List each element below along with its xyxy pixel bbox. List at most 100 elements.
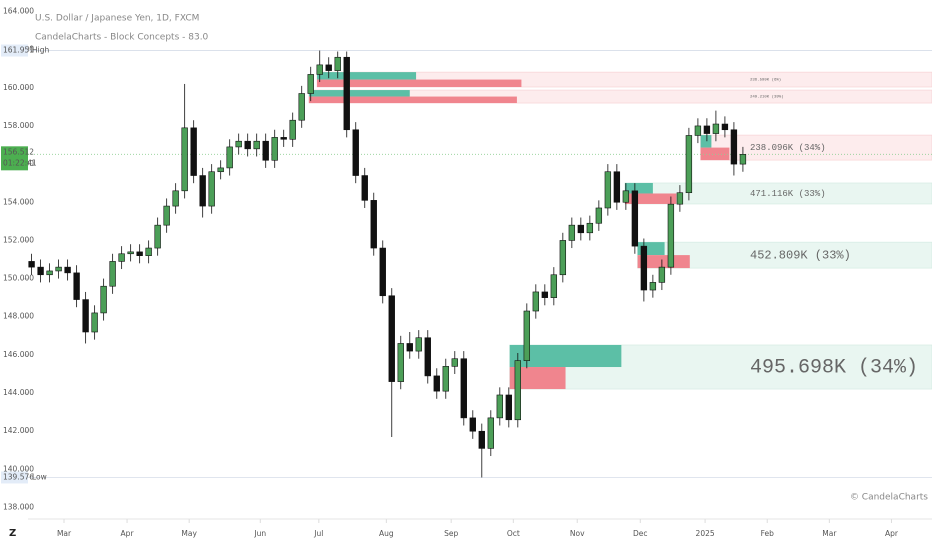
y-tick-label: 148.000 [3,312,34,321]
candle-body [478,430,485,449]
candle-body [487,417,494,449]
candle-body [532,291,540,312]
candle-body [523,310,531,361]
candle-body [667,203,675,268]
candle-body [73,272,80,300]
candle-body [424,337,431,377]
x-tick-label: Sep [444,529,458,538]
candle-body [631,190,639,247]
candle-body [136,251,143,256]
candle-body [379,247,386,297]
bull-volume-bar [317,72,417,80]
logo: Z [9,528,16,539]
y-tick-label: 150.000 [3,274,34,283]
y-tick-label: 158.000 [3,121,34,130]
candle-body [199,175,206,207]
x-tick-label: Apr [885,529,899,538]
y-tick-label: 140.000 [3,464,34,473]
x-tick-label: Jul [313,529,323,538]
extreme-badge [1,44,28,57]
candle-body [622,190,630,203]
extreme-badge [1,471,28,484]
y-tick-label: 160.000 [3,83,34,92]
candle-body [550,274,558,298]
extreme-label: High [32,46,49,55]
candle-body [100,285,107,314]
extreme-value: 139.576 [3,472,34,481]
bear-volume-bar [624,193,677,204]
candle-body [307,74,314,94]
candle-body [91,312,98,333]
candle-body [163,205,170,226]
candle-body [406,343,413,352]
last-price-badge [1,146,28,171]
x-tick-label: Apr [121,529,135,538]
candle-body [172,190,179,207]
candle-body [82,299,89,333]
candle-body [55,266,62,272]
x-tick-label: Dec [633,529,648,538]
candle-body [28,261,35,268]
candle-body [190,127,197,176]
x-tick-label: Feb [761,529,775,538]
candle-body [514,360,521,421]
candle-body [397,343,404,382]
x-tick-label: Jun [253,529,266,538]
bear-volume-bar [308,96,517,104]
candle-body [226,146,233,169]
candle-body [469,417,476,432]
y-tick-label: 144.000 [3,388,34,397]
x-tick-label: Mar [57,529,72,538]
candle-body [730,129,738,165]
candle-body [541,291,549,298]
candle-body [217,167,224,173]
candle-body [37,266,44,276]
candle-body [649,282,657,291]
bear-volume-bar [509,367,566,390]
candle-body [595,207,603,224]
candle-body [118,253,125,262]
candle-body [46,270,53,276]
candle-body [271,137,278,161]
candle-body [721,123,729,131]
y-tick-label: 138.000 [3,503,34,512]
y-tick-label: 164.000 [3,6,34,15]
order-block-label: 471.116K (33%) [750,189,826,199]
candle-body [433,375,440,392]
candle-body [253,140,260,150]
countdown: 01:22:41 [3,158,37,167]
candle-body [208,171,215,207]
chart-title: U.S. Dollar / Japanese Yen, 1D, FXCM [35,14,199,24]
candle-body [694,125,702,136]
candle-body [505,394,512,421]
candle-body [361,175,368,201]
candle-body [244,140,251,150]
candle-body [586,222,594,234]
y-tick-label: 142.000 [3,426,34,435]
candle-body [685,135,693,194]
candle-body [703,125,711,134]
candle-body [154,224,161,249]
y-tick-label: 152.000 [3,235,34,244]
candle-body [613,171,621,203]
candle-body [658,266,666,283]
order-block-label: 236.599K (6%) [750,78,781,83]
x-tick-label: Mar [822,529,837,538]
candle-body [568,224,576,241]
candle-body [451,358,458,367]
candle-body [415,337,422,352]
y-tick-label: 154.000 [3,197,34,206]
candle-body [352,129,359,176]
candle-body [640,245,648,291]
candle-body [298,93,305,121]
candle-body [460,358,467,419]
extreme-label: Low [32,472,47,481]
x-tick-label: 2025 [696,529,715,538]
order-block-zone [700,134,932,161]
candle-body [577,224,585,234]
candle-body [559,240,567,276]
bull-volume-bar [624,182,653,194]
candle-body [712,123,720,134]
bull-volume-bar [509,344,622,368]
